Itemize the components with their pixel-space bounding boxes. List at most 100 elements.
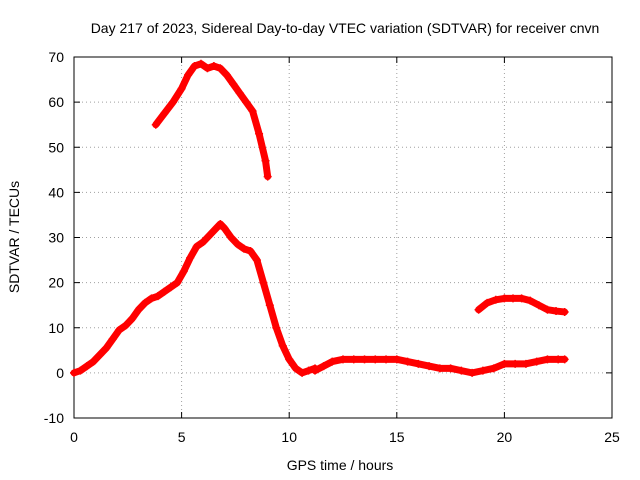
data-point-marker (141, 298, 150, 307)
data-point-marker (278, 341, 287, 350)
series-segment-1 (70, 219, 320, 377)
data-point-marker (509, 294, 518, 303)
data-point-marker (298, 368, 307, 377)
data-point-marker (229, 80, 238, 89)
data-point-marker (173, 278, 182, 287)
data-point-marker (371, 355, 380, 364)
data-point-marker (209, 62, 218, 71)
data-point-marker (511, 359, 520, 368)
y-tick-label: 10 (48, 320, 64, 336)
data-point-marker (382, 355, 391, 364)
x-tick-label: 5 (178, 429, 186, 445)
data-point-marker (319, 362, 328, 371)
data-point-marker (160, 109, 169, 118)
y-tick-label: 0 (56, 365, 64, 381)
data-point-marker (252, 256, 261, 265)
data-point-marker (261, 156, 270, 165)
data-point-marker (216, 219, 225, 228)
data-point-marker (205, 231, 214, 240)
data-point-marker (179, 267, 188, 276)
data-point-marker (263, 172, 272, 181)
data-point-marker (216, 64, 225, 73)
data-point-marker (147, 294, 156, 303)
data-point-marker (435, 364, 444, 373)
data-point-marker (160, 287, 169, 296)
data-point-marker (190, 62, 199, 71)
data-point-marker (212, 224, 221, 233)
data-point-marker (76, 366, 85, 375)
data-point-marker (526, 296, 535, 305)
series-segment-4 (474, 294, 569, 316)
data-point-marker (248, 107, 257, 116)
y-tick-label: 60 (48, 94, 64, 110)
y-axis-title: SDTVAR / TECUs (6, 181, 22, 293)
data-point-marker (196, 59, 205, 68)
data-point-marker (543, 305, 552, 314)
data-point-marker (82, 362, 91, 371)
grid (74, 57, 612, 418)
data-point-marker (134, 305, 143, 314)
data-point-marker (285, 355, 294, 364)
series-segment-2 (311, 355, 569, 377)
data-point-marker (246, 247, 255, 256)
x-tick-label: 25 (604, 429, 620, 445)
x-tick-label: 15 (389, 429, 405, 445)
data-point-marker (153, 292, 162, 301)
data-point-marker (186, 253, 195, 262)
data-point-marker (500, 359, 509, 368)
series-line (152, 60, 272, 181)
data-point-marker (121, 321, 130, 330)
data-point-marker (192, 242, 201, 251)
data-point-marker (168, 98, 177, 107)
data-point-marker (543, 355, 552, 364)
data-point-marker (446, 364, 455, 373)
data-point-marker (349, 355, 358, 364)
data-point-marker (489, 364, 498, 373)
data-point-marker (500, 294, 509, 303)
chart-title: Day 217 of 2023, Sidereal Day-to-day VTE… (91, 20, 600, 36)
series-segment-3 (151, 59, 272, 181)
data-point-marker (203, 64, 212, 73)
data-point-marker (95, 350, 104, 359)
data-point-marker (517, 294, 526, 303)
data-point-marker (265, 301, 274, 310)
data-point-marker (177, 84, 186, 93)
data-point-marker (339, 355, 347, 364)
data-point-marker (220, 224, 229, 233)
data-point-marker (235, 89, 244, 98)
axis-ticks: 0 5 10 15 20 25 -10 0 10 20 30 40 50 60 70 (44, 49, 620, 445)
y-tick-label: 20 (48, 275, 64, 291)
data-point-marker (534, 301, 543, 310)
data-point-marker (128, 314, 137, 323)
data-point-marker (403, 357, 412, 366)
data-point-marker (102, 344, 111, 353)
data-point-marker (222, 71, 231, 80)
y-tick-label: 30 (48, 230, 64, 246)
data-point-marker (166, 283, 175, 292)
x-axis-title: GPS time / hours (287, 457, 394, 473)
data-point-marker (474, 305, 483, 314)
data-point-marker (457, 366, 466, 375)
data-point-marker (392, 355, 401, 364)
data-point-marker (89, 357, 98, 366)
data-point-marker (532, 357, 541, 366)
y-tick-label: 40 (48, 184, 64, 200)
data-point-marker (491, 295, 500, 304)
data-point-marker (425, 362, 434, 371)
data-point-marker (240, 244, 249, 253)
data-series (70, 59, 569, 377)
data-point-marker (414, 359, 423, 368)
data-point-marker (115, 326, 124, 335)
x-tick-label: 10 (281, 429, 297, 445)
data-point-marker (184, 71, 193, 80)
data-point-marker (483, 298, 492, 307)
data-point-marker (233, 240, 242, 249)
data-point-marker (521, 359, 530, 368)
data-point-marker (560, 355, 569, 364)
data-point-marker (328, 357, 337, 366)
y-tick-label: -10 (44, 410, 64, 426)
x-tick-label: 20 (497, 429, 513, 445)
data-point-marker (255, 129, 264, 138)
x-tick-label: 0 (70, 429, 78, 445)
